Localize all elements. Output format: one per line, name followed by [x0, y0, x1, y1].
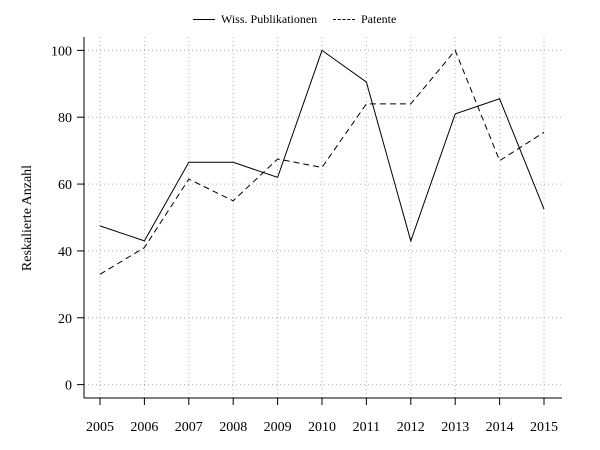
legend-label-patente: Patente [361, 11, 397, 26]
x-tick-label: 2007 [175, 420, 203, 435]
y-tick-label: 0 [65, 379, 72, 394]
x-tick-label: 2011 [353, 420, 380, 435]
y-tick-label: 60 [58, 178, 72, 193]
legend-label-publikationen: Wiss. Publikationen [221, 11, 318, 26]
series-lines [99, 49, 545, 275]
y-tick-label: 100 [51, 44, 72, 59]
legend-solid-line-icon [193, 18, 215, 20]
legend: Wiss. Publikationen Patente [0, 10, 600, 28]
legend-dashed-line-icon [333, 18, 355, 20]
x-tick-label: 2005 [86, 420, 114, 435]
x-tick-label: 2015 [530, 420, 558, 435]
legend-item-patente: Patente [333, 10, 396, 28]
x-tick-label: 2014 [486, 420, 514, 435]
y-tick-label: 20 [58, 312, 72, 327]
y-tick-label: 80 [58, 111, 72, 126]
y-tick-label: 40 [58, 245, 72, 260]
legend-item-publikationen: Wiss. Publikationen [193, 10, 317, 28]
x-tick-label: 2013 [441, 420, 469, 435]
axes: 2005 2006 2007 2008 2009 2010 2011 2012 2013 2014… [51, 37, 562, 435]
x-tick-label: 2009 [264, 420, 292, 435]
gridlines [84, 37, 562, 398]
x-tick-label: 2010 [308, 420, 336, 435]
series-line-patente [99, 49, 545, 275]
x-tick-label: 2012 [397, 420, 425, 435]
series-line-publikationen [99, 49, 545, 243]
x-tick-label: 2006 [130, 420, 158, 435]
x-tick-label: 2008 [219, 420, 247, 435]
